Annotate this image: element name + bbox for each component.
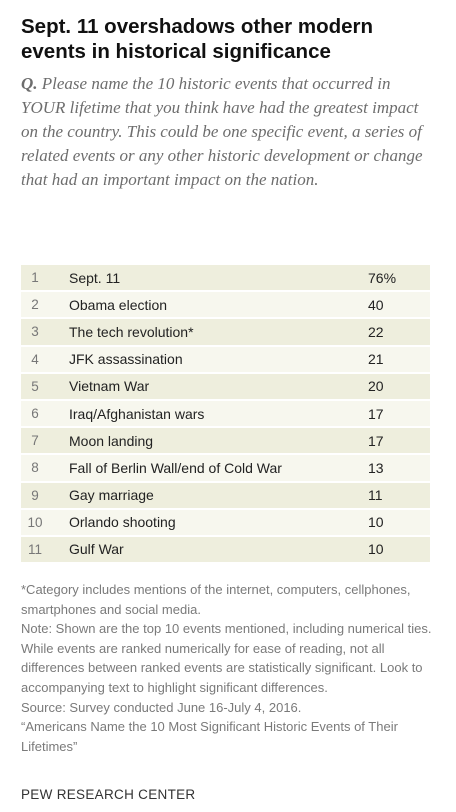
report-title: “Americans Name the 10 Most Significant … [21, 719, 398, 754]
ranking-table: 1 Sept. 11 76% 2 Obama election 40 3 The tech r… [21, 265, 430, 565]
event-percent: 13 [368, 454, 430, 483]
table-row: 8 Fall of Berlin Wall/end of Cold War 13 [21, 454, 430, 483]
rank-number: 4 [21, 345, 49, 374]
table-row: 10 Orlando shooting 10 [21, 508, 430, 537]
table-row: 5 Vietnam War 20 [21, 372, 430, 401]
event-percent: 40 [368, 291, 430, 320]
rank-number: 10 [21, 508, 49, 537]
rank-number: 5 [21, 372, 49, 401]
event-name: Orlando shooting [49, 508, 368, 537]
event-name: Gulf War [49, 535, 368, 565]
event-name: Fall of Berlin Wall/end of Cold War [49, 454, 368, 483]
table-row: 3 The tech revolution* 22 [21, 318, 430, 347]
rank-number: 7 [21, 427, 49, 456]
event-percent: 11 [368, 481, 430, 510]
rank-number: 8 [21, 454, 49, 483]
table-row: 7 Moon landing 17 [21, 427, 430, 456]
table-row: 6 Iraq/Afghanistan wars 17 [21, 399, 430, 429]
footnotes: *Category includes mentions of the inter… [21, 580, 436, 756]
event-percent: 10 [368, 535, 430, 565]
event-name: JFK assassination [49, 345, 368, 374]
event-percent: 21 [368, 345, 430, 374]
ranking-table-body: 1 Sept. 11 76% 2 Obama election 40 3 The tech r… [21, 265, 430, 565]
event-name: Sept. 11 [49, 265, 368, 293]
table-row: 9 Gay marriage 11 [21, 481, 430, 510]
event-name: Iraq/Afghanistan wars [49, 399, 368, 429]
event-percent: 17 [368, 399, 430, 429]
rank-number: 1 [21, 265, 49, 293]
event-percent: 76% [368, 265, 430, 293]
table-row: 4 JFK assassination 21 [21, 345, 430, 374]
event-percent: 10 [368, 508, 430, 537]
table-row: 2 Obama election 40 [21, 291, 430, 320]
event-name: Obama election [49, 291, 368, 320]
event-name: Moon landing [49, 427, 368, 456]
event-percent: 17 [368, 427, 430, 456]
event-name: The tech revolution* [49, 318, 368, 347]
rank-number: 11 [21, 535, 49, 565]
rank-number: 2 [21, 291, 49, 320]
chart-title: Sept. 11 overshadows other modern events… [21, 15, 374, 63]
header: Sept. 11 overshadows other modern events… [21, 14, 433, 192]
rank-number: 9 [21, 481, 49, 510]
question-text: Q. Please name the 10 historic events th… [21, 72, 433, 192]
organization-name: PEW RESEARCH CENTER [21, 787, 196, 802]
event-percent: 20 [368, 372, 430, 401]
rank-number: 6 [21, 399, 49, 429]
event-name: Gay marriage [49, 481, 368, 510]
rank-number: 3 [21, 318, 49, 347]
methodology-note: Note: Shown are the top 10 events mentio… [21, 621, 432, 695]
category-note: *Category includes mentions of the inter… [21, 582, 411, 617]
question-body: Please name the 10 historic events that … [21, 74, 423, 189]
event-name: Vietnam War [49, 372, 368, 401]
source-note: Source: Survey conducted June 16-July 4,… [21, 699, 302, 715]
question-prefix: Q. [21, 74, 38, 93]
table-row: 11 Gulf War 10 [21, 535, 430, 565]
table-row: 1 Sept. 11 76% [21, 265, 430, 293]
event-percent: 22 [368, 318, 430, 347]
